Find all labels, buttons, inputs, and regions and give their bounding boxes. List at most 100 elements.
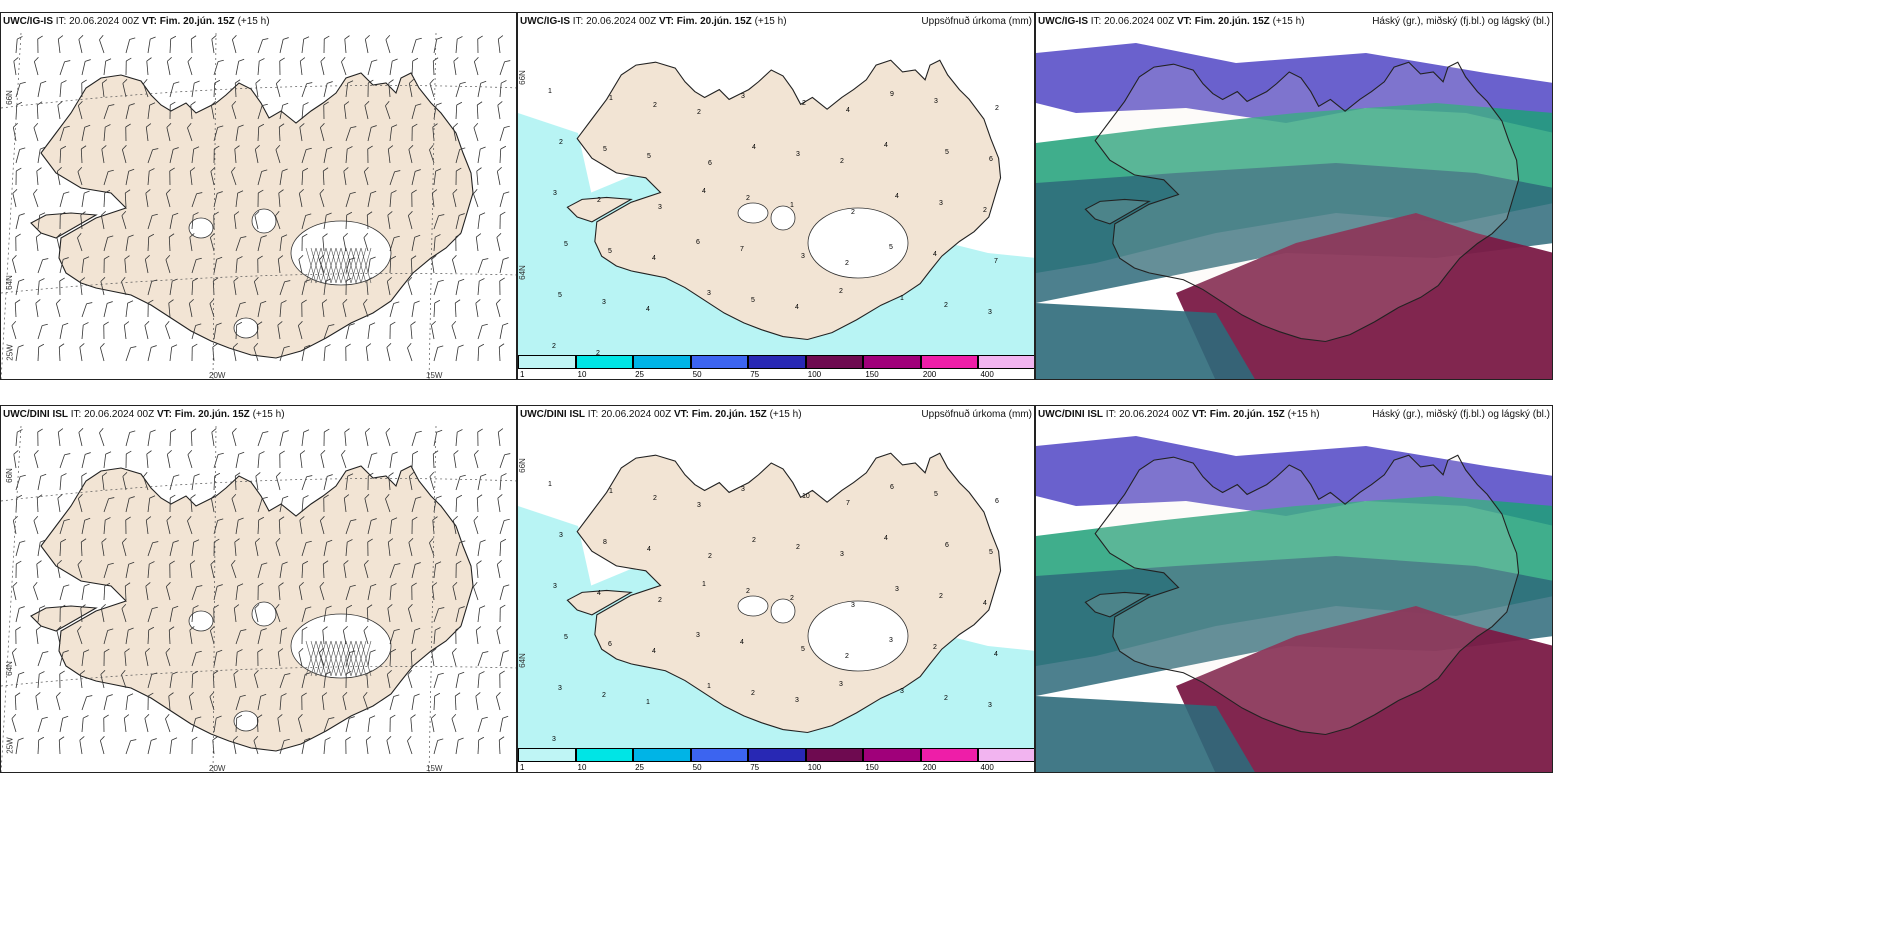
wind-barb	[473, 450, 479, 469]
wind-barb	[429, 472, 435, 491]
wind-barb	[233, 604, 240, 623]
precip-value: 3	[840, 551, 844, 558]
wind-barb	[169, 474, 180, 491]
precip-value: 8	[603, 539, 607, 546]
wind-barb	[169, 147, 179, 164]
wind-barb	[319, 189, 325, 208]
wind-barb	[323, 671, 332, 689]
precip-value: 4	[846, 107, 850, 114]
wind-barb	[15, 344, 24, 362]
wind-barb	[363, 167, 369, 186]
wind-barb	[124, 648, 130, 667]
precip-value: 2	[708, 553, 712, 560]
wind-barb	[411, 430, 422, 447]
wind-barb	[81, 583, 90, 601]
wind-barb	[365, 343, 372, 362]
wind-barb	[103, 497, 115, 513]
wind-barb	[319, 123, 325, 142]
precip-value: 6	[945, 542, 949, 549]
wind-barb	[343, 494, 350, 513]
wind-barb	[345, 736, 351, 755]
wind-barb	[191, 212, 199, 230]
wind-barb	[364, 494, 370, 513]
wind-barb	[499, 453, 511, 469]
wind-barb	[15, 474, 26, 491]
wind-barb	[257, 189, 264, 208]
wind-barb	[455, 540, 466, 557]
wind-barb	[15, 429, 23, 447]
wind-barb	[366, 211, 373, 230]
precip-value: 3	[559, 532, 563, 539]
wind-barb	[323, 81, 333, 98]
wind-barb	[231, 167, 237, 186]
wind-barb	[81, 124, 91, 142]
wind-barb	[168, 626, 175, 645]
wind-barb	[232, 736, 238, 755]
wind-barb	[59, 191, 70, 208]
wind-barb	[367, 79, 374, 98]
precip-value: 3	[707, 290, 711, 297]
wind-barb	[257, 235, 267, 252]
wind-barb	[191, 146, 200, 164]
wind-barb	[145, 189, 151, 208]
wind-barb	[59, 125, 70, 142]
wind-barb	[411, 57, 419, 76]
wind-barb	[477, 278, 485, 296]
wind-barb	[389, 583, 397, 601]
wind-barb	[103, 694, 113, 711]
wind-barb	[301, 82, 313, 98]
wind-barb	[411, 300, 420, 318]
precip-value: 2	[751, 690, 755, 697]
wind-barb	[411, 516, 418, 535]
wind-barb	[453, 450, 459, 469]
colorbar-label: 150	[865, 763, 879, 772]
wind-barb	[342, 299, 348, 318]
wind-barb	[101, 79, 108, 98]
wind-barb	[299, 123, 305, 142]
wind-barb	[367, 472, 374, 491]
wind-barb	[144, 714, 150, 733]
wind-barb	[433, 692, 441, 711]
wind-barb	[58, 343, 65, 362]
wind-barb	[455, 494, 463, 513]
wind-barb	[432, 57, 439, 76]
wind-barb	[389, 628, 400, 645]
precip-value: 2	[746, 195, 750, 202]
colorbar-label: 25	[635, 763, 645, 772]
wind-barb	[433, 234, 441, 252]
precip-map-panel-row2: 1 1 2 3 3 10 7 6 5 6 3 8 4 2 2 2 3 4 6 5 3 4 2 1 2 2 3 3 2 4 5 6 4 3 4 5 2 3 2…	[517, 405, 1035, 773]
wind-barb	[345, 191, 356, 208]
wind-barb	[121, 211, 127, 230]
wind-barb	[211, 35, 217, 54]
colorbar-swatch	[805, 355, 864, 369]
wind-barb	[277, 648, 284, 667]
colorbar-swatch	[978, 355, 1034, 369]
wind-barb	[299, 450, 306, 469]
precip-value: 7	[846, 500, 850, 507]
wind-barb	[455, 429, 463, 447]
wind-barb	[367, 518, 377, 535]
wind-barb	[499, 715, 509, 733]
wind-barb	[343, 167, 349, 186]
wind-barb	[254, 604, 260, 623]
wind-barb	[191, 716, 202, 733]
wind-barb	[411, 562, 421, 579]
wind-barb	[79, 736, 85, 755]
wind-barb	[301, 495, 309, 513]
wind-barb	[37, 35, 43, 54]
wind-barb	[451, 714, 457, 733]
wind-barb	[59, 670, 65, 689]
wind-barb	[99, 428, 105, 447]
wind-barb	[255, 79, 261, 98]
wind-barb	[210, 167, 216, 186]
precip-value: 5	[989, 549, 993, 556]
wind-barb	[363, 560, 369, 579]
precip-value: 4	[884, 142, 888, 149]
precip-value: 4	[895, 193, 899, 200]
wind-barb	[257, 562, 268, 579]
precip-value: 2	[596, 350, 600, 357]
wind-barb	[191, 323, 202, 340]
wind-barb	[59, 538, 67, 557]
wind-barb	[254, 145, 260, 164]
precip-value: 3	[889, 637, 893, 644]
